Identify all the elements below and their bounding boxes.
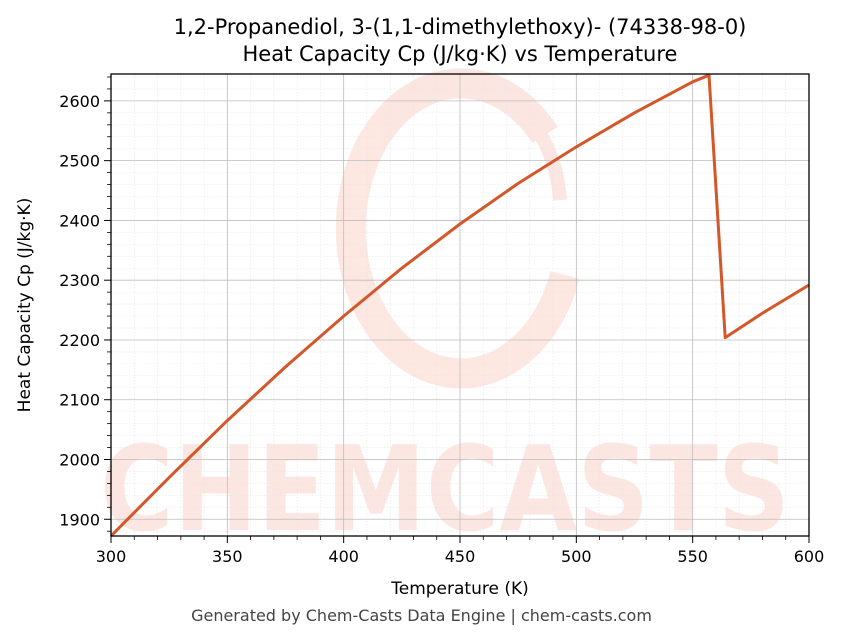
y-tick-label: 2000 xyxy=(59,450,100,469)
series-layer xyxy=(109,73,810,538)
x-tick-label: 300 xyxy=(96,547,127,566)
y-tick-label: 2100 xyxy=(59,391,100,410)
watermark: CHEMCASTS xyxy=(100,68,790,558)
footer-credit: Generated by Chem-Casts Data Engine | ch… xyxy=(191,606,652,625)
x-axis-label: Temperature (K) xyxy=(390,579,529,599)
x-tick-label: 550 xyxy=(677,547,708,566)
watermark-text: CHEMCASTS xyxy=(100,420,790,558)
x-tick-label: 600 xyxy=(794,547,825,566)
y-tick-label: 1900 xyxy=(59,510,100,529)
x-tick-label: 350 xyxy=(212,547,243,566)
plot-frame xyxy=(110,73,810,537)
y-tick-label: 2500 xyxy=(59,152,100,171)
x-tick-label: 500 xyxy=(561,547,592,566)
ticks: 300 350 400 450 500 550 600 1900 2000 2100 2200 230… xyxy=(59,76,825,566)
y-tick-label: 2400 xyxy=(59,211,100,230)
grid-major xyxy=(110,74,810,536)
y-axis-label: Heat Capacity Cp (J/kg·K) xyxy=(15,198,35,413)
x-tick-label: 450 xyxy=(445,547,476,566)
watermark-swirl-icon xyxy=(335,68,580,389)
y-tick-label: 2300 xyxy=(59,271,100,290)
chart-title: 1,2-Propanediol, 3-(1,1-dimethylethoxy)-… xyxy=(174,15,747,39)
series-line xyxy=(109,73,810,538)
y-tick-label: 2600 xyxy=(59,92,100,111)
x-tick-label: 400 xyxy=(328,547,359,566)
y-tick-label: 2200 xyxy=(59,331,100,350)
chart-subtitle: Heat Capacity Cp (J/kg·K) vs Temperature xyxy=(243,42,678,66)
